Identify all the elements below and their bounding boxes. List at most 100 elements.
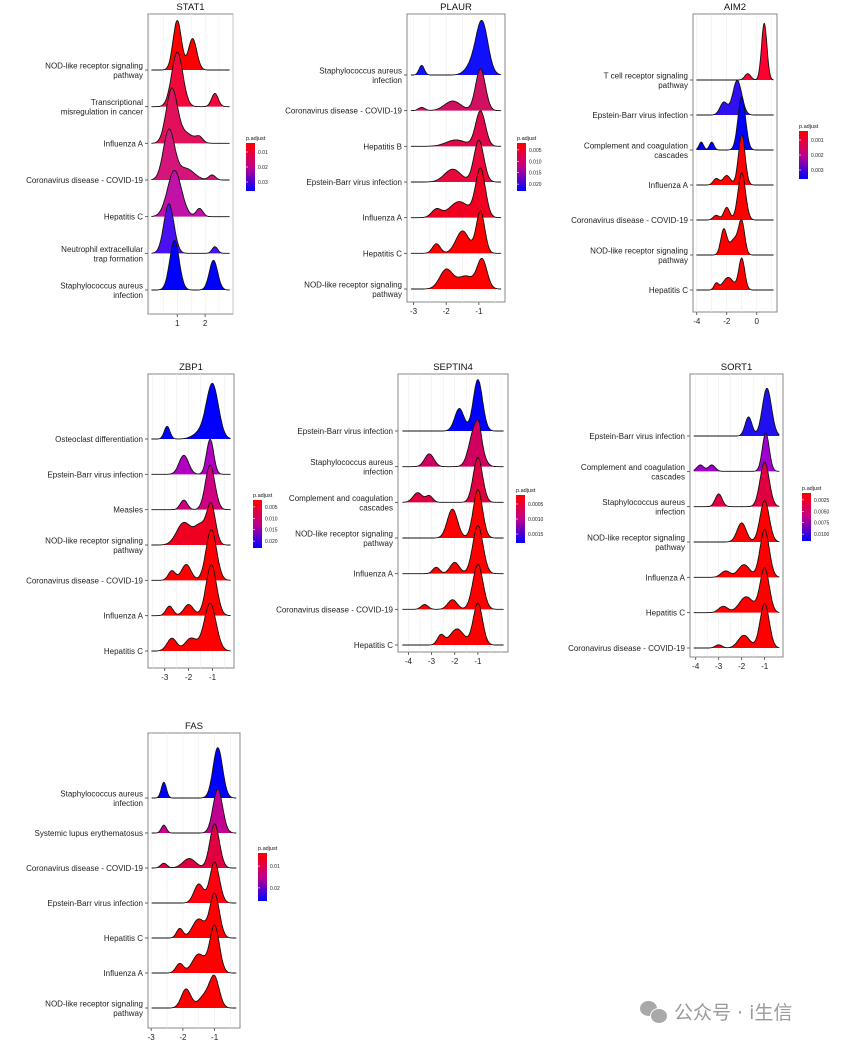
- pathway-label: Measles: [113, 506, 143, 515]
- ridge-fill: [151, 603, 231, 651]
- color-legend: p.adjust 0.0025 0.0050 0.0075 0.0100: [802, 486, 830, 541]
- legend-tick-label: 0.02: [270, 886, 280, 892]
- pathway-label: Coronavirus disease - COVID-19: [568, 644, 685, 653]
- panel-title: ZBP1: [179, 362, 203, 373]
- legend-title: p.adjust: [258, 846, 278, 852]
- ridge-outline: [151, 239, 230, 291]
- ridge-fill: [410, 211, 502, 254]
- x-tick-label: -1: [209, 673, 217, 682]
- pathway-label: Complement and coagulation cascades: [581, 463, 685, 482]
- legend-tick-label: 0.0075: [814, 521, 830, 527]
- ridge-panel-sort1: SORT1 -4 -3 -2 -1 Epstein-Barr virus infectio…: [568, 362, 829, 671]
- legend-colorbar: [246, 143, 255, 191]
- x-tick-label: -4: [692, 662, 700, 671]
- ridge-outline: [696, 133, 774, 186]
- pathway-label: Epstein-Barr virus infection: [297, 427, 393, 436]
- x-tick-label: 1: [175, 319, 180, 328]
- pathway-label: Coronavirus disease - COVID-19: [26, 864, 143, 873]
- color-legend: p.adjust 0.0005 0.0010 0.0015: [516, 488, 544, 543]
- legend-colorbar: [517, 143, 526, 191]
- pathway-label: Epstein-Barr virus infection: [306, 178, 402, 187]
- x-tick-label: -3: [715, 662, 723, 671]
- ridge-outline: [410, 139, 502, 183]
- ridge-outline: [693, 432, 780, 472]
- ridge-outline: [693, 500, 780, 543]
- ridge-fill: [693, 603, 780, 648]
- legend-tick-label: 0.0050: [814, 509, 830, 515]
- ridge-fill: [151, 924, 237, 973]
- ridge-outline: [402, 602, 504, 646]
- pathway-label: Transcriptional misregulation in cancer: [61, 98, 144, 117]
- ridge-outline: [151, 529, 231, 581]
- ridge-outline: [151, 382, 231, 440]
- ridge-outline: [151, 974, 237, 1009]
- ridge-fill: [693, 529, 780, 578]
- x-tick-label: -3: [148, 1033, 156, 1042]
- ridge-outline: [402, 419, 504, 468]
- pathway-label: Hepatitis C: [354, 641, 393, 650]
- legend-title: p.adjust: [517, 136, 537, 142]
- legend-title: p.adjust: [253, 493, 273, 499]
- pathway-label: Influenza A: [362, 214, 402, 223]
- pathway-label: Complement and coagulation cascades: [289, 494, 393, 513]
- legend-tick-label: 0.015: [265, 528, 278, 534]
- pathway-label: Epstein-Barr virus infection: [47, 470, 143, 479]
- ridge-fill: [151, 564, 231, 616]
- ridge-outline: [151, 892, 237, 939]
- pathway-label: Influenza A: [103, 612, 143, 621]
- pathway-label: Staphylococcus aureus infection: [60, 282, 143, 301]
- ridge-fill: [696, 80, 774, 115]
- ridge-outline: [402, 563, 504, 610]
- legend-tick-label: 0.005: [529, 148, 542, 154]
- x-tick-label: -1: [475, 307, 483, 316]
- ridge-fill: [693, 433, 780, 472]
- legend-title: p.adjust: [516, 488, 536, 494]
- panel-title: PLAUR: [440, 2, 472, 13]
- pathway-label: Coronavirus disease - COVID-19: [26, 576, 143, 585]
- ridge-fill: [151, 975, 237, 1008]
- ridge-outline: [151, 502, 231, 546]
- legend-tick-label: 0.003: [811, 168, 824, 174]
- ridge-outline: [693, 387, 780, 437]
- pathway-label: Staphylococcus aureus infection: [310, 458, 393, 477]
- ridge-fill: [151, 747, 237, 798]
- color-legend: p.adjust 0.01 0.02: [258, 846, 280, 901]
- pathway-label: Hepatitis C: [104, 213, 143, 222]
- ridge-fill: [410, 110, 502, 147]
- ridge-outline: [696, 79, 774, 116]
- legend-tick-label: 0.03: [258, 180, 268, 186]
- legend-title: p.adjust: [802, 486, 822, 492]
- ridge-fill: [151, 88, 230, 144]
- color-legend: p.adjust 0.005 0.010 0.015 0.020: [253, 493, 278, 548]
- ridge-outline: [151, 788, 237, 834]
- x-tick-label: -3: [428, 657, 436, 666]
- pathway-label: T cell receptor signaling pathway: [604, 72, 688, 91]
- pathway-label: Coronavirus disease - COVID-19: [276, 605, 393, 614]
- pathway-label: Hepatitis C: [104, 934, 143, 943]
- wechat-icon: [640, 1000, 668, 1024]
- ridge-fill: [151, 383, 231, 439]
- ridge-outline: [402, 525, 504, 575]
- pathway-label: Influenza A: [103, 139, 143, 148]
- pathway-label: Hepatitis C: [649, 286, 688, 295]
- pathway-label: NOD-like receptor signaling pathway: [45, 1000, 143, 1019]
- legend-tick-label: 0.010: [529, 159, 542, 165]
- pathway-label: Influenza A: [353, 570, 393, 579]
- pathway-label: Epstein-Barr virus infection: [47, 899, 143, 908]
- x-tick-label: -2: [179, 1033, 187, 1042]
- ridge-fill: [402, 525, 504, 574]
- panel-title: STAT1: [176, 2, 204, 13]
- ridge-fill: [151, 128, 230, 180]
- pathway-label: NOD-like receptor signaling pathway: [590, 247, 688, 266]
- x-tick-label: -1: [474, 657, 482, 666]
- pathway-label: Influenza A: [645, 573, 685, 582]
- legend-tick-label: 0.0100: [814, 532, 830, 538]
- pathway-label: NOD-like receptor signaling pathway: [295, 530, 393, 549]
- ridge-panel-zbp1: ZBP1 -3 -2 -1 Osteoclast differentiation Epst…: [26, 362, 278, 682]
- pathway-label: NOD-like receptor signaling pathway: [587, 534, 685, 553]
- legend-tick-label: 0.0010: [528, 517, 544, 523]
- ridge-fill: [151, 823, 237, 868]
- watermark-text: 公众号 · i生信: [674, 1002, 793, 1024]
- ridge-outline: [696, 22, 774, 81]
- pathway-label: Epstein-Barr virus infection: [592, 111, 688, 120]
